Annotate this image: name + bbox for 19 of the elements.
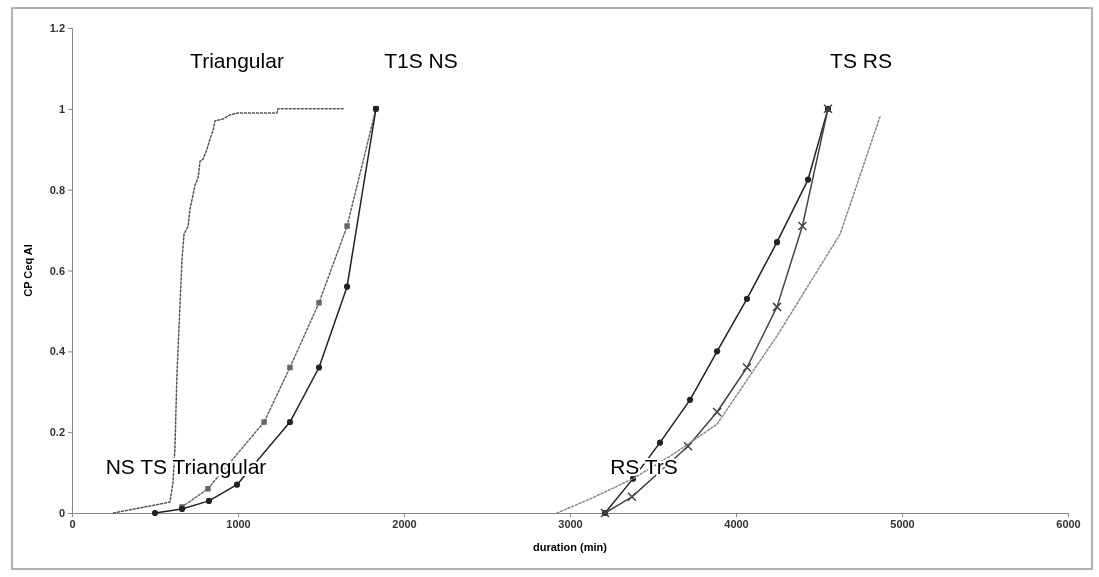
- y-tick-label: 0.2: [49, 426, 65, 439]
- x-tick-label: 0: [69, 517, 76, 530]
- y-tick-label: 0.4: [49, 345, 66, 358]
- y-axis-title: CP Ceq Al: [22, 244, 34, 297]
- y-tick-label: 1.2: [49, 22, 65, 35]
- x-tick-label: 6000: [1056, 517, 1081, 530]
- annotation: T1S NS: [384, 49, 458, 72]
- x-axis-title: duration (min): [533, 541, 608, 553]
- y-tick-label: 1: [58, 102, 65, 115]
- y-tick-label: 0.8: [49, 183, 65, 196]
- x-tick-label: 3000: [558, 517, 583, 530]
- x-tick-label: 4000: [724, 517, 749, 530]
- y-tick-label: 0: [58, 507, 65, 520]
- x-tick-label: 1000: [226, 517, 251, 530]
- x-tick-label: 2000: [392, 517, 417, 530]
- annotation: TS RS: [830, 49, 892, 72]
- x-tick-label: 5000: [890, 517, 915, 530]
- y-tick-label: 0.6: [49, 264, 65, 277]
- annotation: Triangular: [190, 49, 284, 72]
